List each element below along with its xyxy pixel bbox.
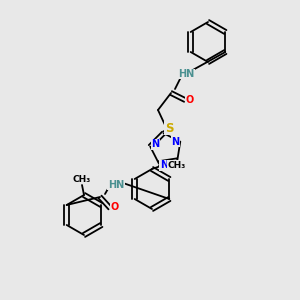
Text: N: N — [160, 160, 168, 170]
Text: O: O — [186, 95, 194, 105]
Text: CH₃: CH₃ — [168, 161, 186, 170]
Text: HN: HN — [178, 69, 194, 79]
Text: O: O — [111, 202, 119, 212]
Text: N: N — [171, 137, 179, 147]
Text: CH₃: CH₃ — [73, 175, 91, 184]
Text: S: S — [165, 122, 173, 134]
Text: HN: HN — [108, 180, 124, 190]
Text: N: N — [151, 140, 159, 149]
